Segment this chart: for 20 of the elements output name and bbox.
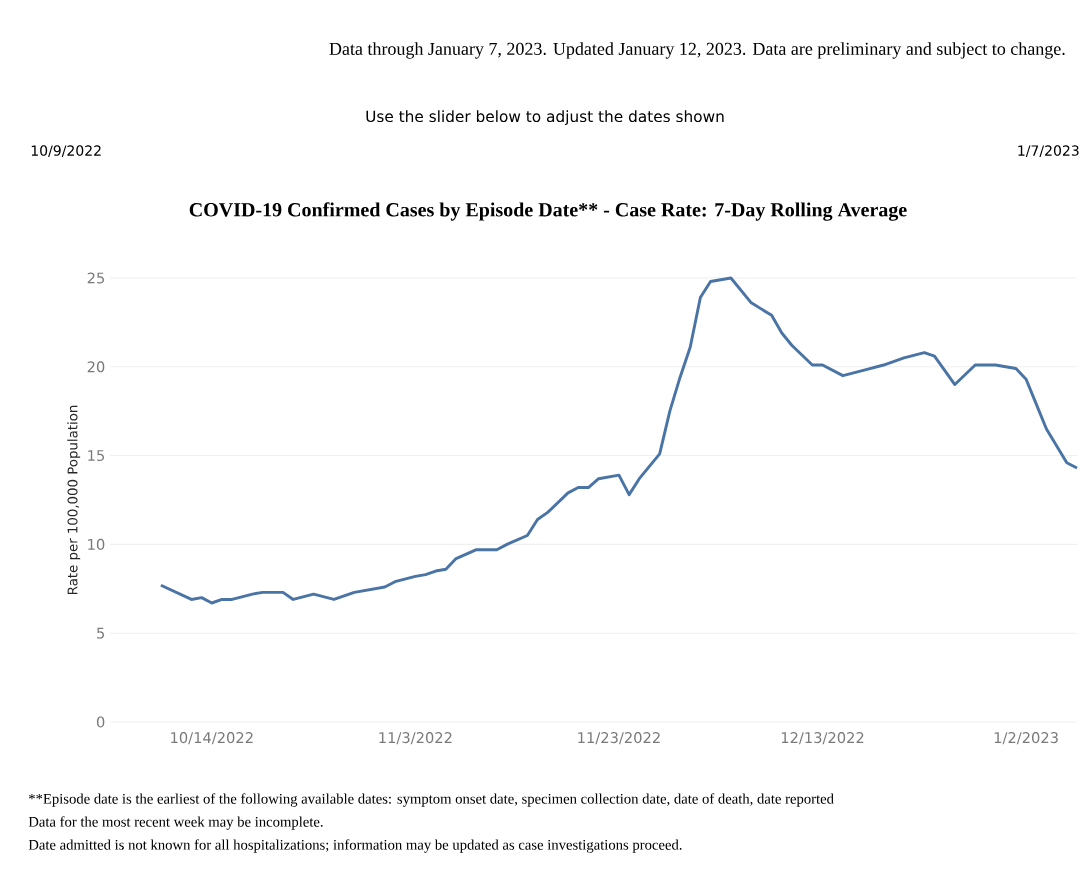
y-tick-label: 15 [88, 450, 105, 462]
text: Date admitted is not known for all hospitalizations; information may be updated as case investigations proceed. [28, 839, 682, 853]
x-tick-label: 1/2/2023 [994, 732, 1058, 745]
x-tick-label: 11/23/2022 [578, 732, 660, 745]
text: **Episode date is the earliest of the following available dates: symptom onset date, specimen collection date, date of death, date reported [28, 793, 834, 807]
y-tick-label: 0 [96, 716, 105, 728]
x-tick-label: 12/13/2022 [781, 732, 864, 745]
text: Use the slider below to adjust the dates shown [366, 110, 724, 126]
y-tick-label: 5 [97, 627, 105, 639]
x-tick-label: 10/14/2022 [171, 732, 253, 745]
text: Data through January 7, 2023. Updated January 12, 2023. Data are preliminary and subject to change. [329, 42, 1065, 59]
y-tick-label: 25 [87, 272, 105, 284]
x-tick-label: 11/3/2022 [379, 732, 452, 745]
chart-title: COVID-19 Confirmed Cases by Episode Date** - Case Rate: 7-Day Rolling Average [189, 202, 907, 221]
y-tick-label: 20 [87, 361, 105, 373]
text: 10/9/2022 [31, 145, 101, 157]
y-axis-title: Rate per 100,000 Population [67, 405, 81, 594]
text: 1/7/2023 [1018, 145, 1079, 157]
y-tick-label: 10 [88, 538, 105, 550]
text: Data for the most recent week may be incomplete. [28, 816, 323, 830]
